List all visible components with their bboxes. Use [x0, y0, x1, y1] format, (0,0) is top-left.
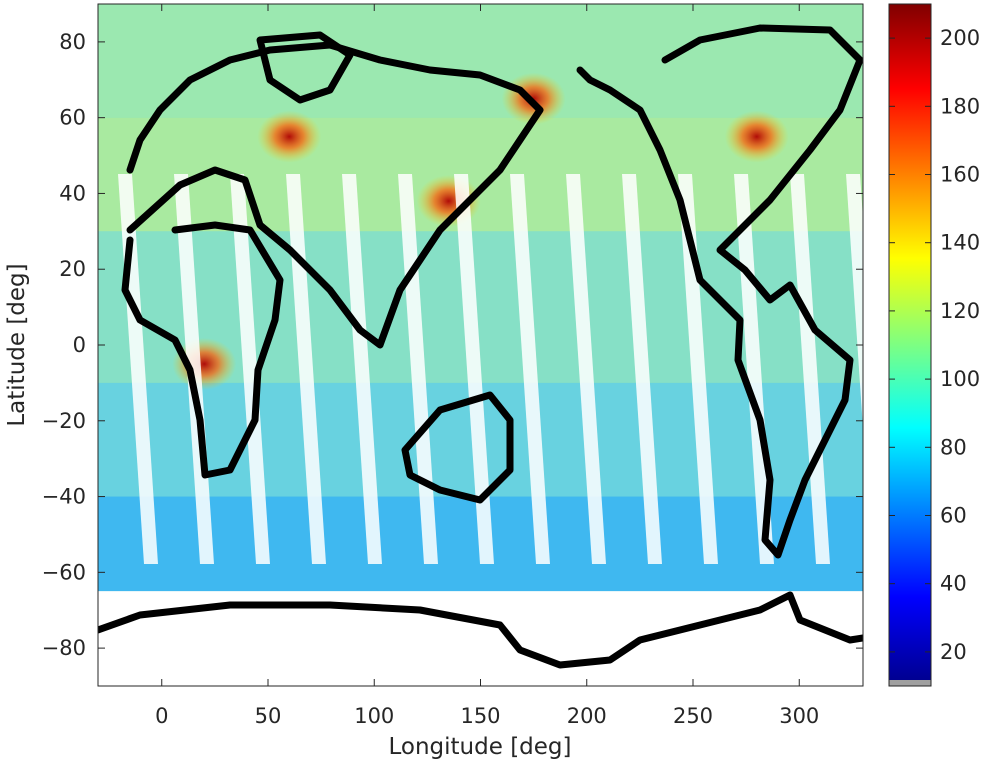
- y-tick-label: 60: [59, 106, 86, 130]
- x-tick-label: 250: [673, 704, 713, 728]
- colorbar-tick-label: 140: [940, 231, 980, 255]
- x-tick-label: 0: [155, 704, 168, 728]
- x-tick-label: 100: [354, 704, 394, 728]
- colorbar-tick-label: 120: [940, 299, 980, 323]
- y-tick-label: 20: [59, 257, 86, 281]
- hotspot: [725, 111, 789, 163]
- y-tick-label: −20: [42, 409, 86, 433]
- colorbar-tick-label: 180: [940, 94, 980, 118]
- y-tick-label: −80: [42, 636, 86, 660]
- hotspot: [172, 338, 236, 390]
- y-tick-label: −40: [42, 485, 86, 509]
- y-axis-label: Latitude [deg]: [4, 263, 30, 426]
- plot-area: [98, 4, 886, 686]
- x-tick-label: 150: [460, 704, 500, 728]
- hotspot: [257, 111, 321, 163]
- colorbar-tick-label: 60: [940, 504, 967, 528]
- y-tick-label: 0: [73, 333, 86, 357]
- colorbar-tick-label: 40: [940, 572, 967, 596]
- x-tick-label: 300: [779, 704, 819, 728]
- colorbar-tick-label: 20: [940, 640, 967, 664]
- y-tick-label: 80: [59, 30, 86, 54]
- colorbar-tick-label: 100: [940, 367, 980, 391]
- colorbar-tick-label: 160: [940, 163, 980, 187]
- colorbar: 20 40 60 80 100 120 140 160 180 200: [889, 4, 980, 686]
- y-tick-label: −60: [42, 560, 86, 584]
- y-tick-label: 40: [59, 181, 86, 205]
- colorbar-tick-label: 80: [940, 435, 967, 459]
- colorbar-tick-label: 200: [940, 26, 980, 50]
- colorbar-gradient: [889, 4, 931, 682]
- colorbar-underflow: [889, 680, 931, 686]
- x-tick-label: 200: [567, 704, 607, 728]
- x-axis-label: Longitude [deg]: [388, 734, 571, 760]
- field-band: [98, 4, 863, 118]
- x-tick-label: 50: [255, 704, 282, 728]
